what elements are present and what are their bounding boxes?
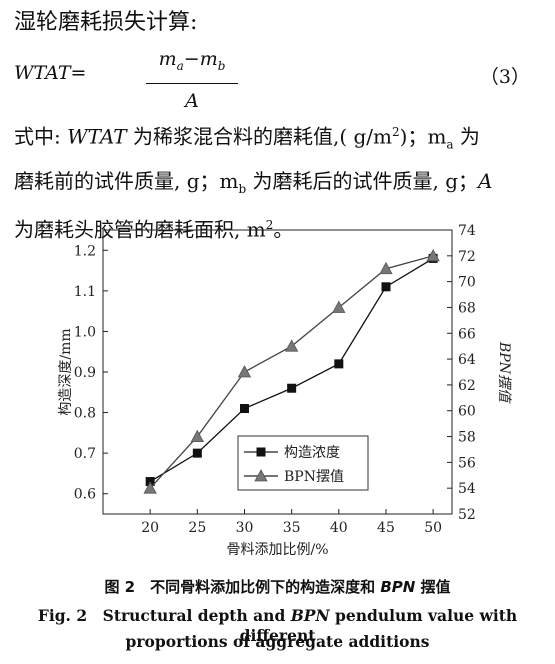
data-point-triangle xyxy=(143,481,157,494)
y-right-tick-label: 62 xyxy=(458,378,476,394)
y-left-tick-label: 0.8 xyxy=(74,406,96,422)
y-right-tick-label: 58 xyxy=(458,430,476,446)
equation-numerator: ma−mb xyxy=(158,48,226,73)
data-point-triangle xyxy=(190,429,204,442)
caption-english-line-2: proportions of aggregate additions xyxy=(125,632,430,651)
legend-marker-square xyxy=(256,447,266,457)
data-point-square xyxy=(334,359,344,369)
fraction-bar xyxy=(146,82,238,84)
y-right-tick-label: 54 xyxy=(458,481,476,497)
x-tick-label: 35 xyxy=(283,520,301,536)
y-right-tick-label: 74 xyxy=(458,223,476,239)
y-left-tick-label: 1.0 xyxy=(74,324,96,340)
y-left-tick-label: 1.1 xyxy=(74,284,96,300)
equation-denominator: A xyxy=(185,89,199,112)
data-point-triangle xyxy=(426,248,440,262)
caption-chinese: 图 2 不同骨料添加比例下的构造深度和 BPN 摆值 xyxy=(104,578,451,596)
y-right-tick-label: 56 xyxy=(458,455,476,471)
x-tick-label: 30 xyxy=(236,520,254,536)
x-tick-label: 50 xyxy=(424,520,442,536)
y-right-tick-label: 64 xyxy=(458,352,476,368)
y-right-tick-label: 52 xyxy=(458,507,476,523)
y-left-axis-label: 构造深度/mm xyxy=(58,328,74,415)
x-axis-label: 骨料添加比例/% xyxy=(226,542,328,558)
y-left-tick-label: 1.2 xyxy=(74,243,96,259)
equation-number: （3） xyxy=(479,66,530,88)
x-tick-label: 20 xyxy=(141,520,159,536)
para-line-3: 为磨耗头胶管的磨耗面积, m2。 xyxy=(14,217,294,242)
y-left-tick-label: 0.6 xyxy=(74,487,96,503)
equation: WTAT= ma−mb A （3） xyxy=(14,44,544,114)
data-point-square xyxy=(287,383,297,393)
x-tick-label: 25 xyxy=(188,520,206,536)
para-line-1: 式中: WTAT 为稀浆混合料的磨耗值,( g/m2)；ma 为 xyxy=(14,124,480,152)
y-left-tick-label: 0.9 xyxy=(74,365,96,381)
data-point-square xyxy=(239,404,249,414)
y-right-tick-label: 70 xyxy=(458,275,476,291)
y-right-tick-label: 60 xyxy=(458,404,476,420)
y-right-tick-label: 68 xyxy=(458,300,476,316)
line-chart: 20 25 30 35 40 45 50 0.6 0.7 0.8 0.9 1.0 1.1 1.2 52 54 5… xyxy=(58,223,512,558)
para-line-2: 磨耗前的试件质量, g；mb 为磨耗后的试件质量, g；A xyxy=(14,168,493,196)
x-tick-label: 40 xyxy=(330,520,348,536)
data-point-square xyxy=(381,282,391,292)
legend-label: 构造浓度 xyxy=(284,445,340,461)
equation-fraction: ma−mb A xyxy=(146,44,238,116)
data-point-triangle xyxy=(237,365,252,378)
y-left-tick-label: 0.7 xyxy=(74,446,96,462)
y-right-tick-label: 66 xyxy=(458,326,476,342)
equation-lhs: WTAT= xyxy=(14,62,87,84)
data-point-triangle xyxy=(379,261,393,275)
data-point-triangle xyxy=(284,339,299,352)
y-right-tick-label: 72 xyxy=(458,249,476,265)
legend-marker-triangle xyxy=(254,469,268,482)
x-tick-label: 45 xyxy=(377,520,395,536)
legend-label: BPN摆值 xyxy=(284,469,344,485)
caption-english-line-1: Fig. 2 Structural depth and BPN pendulum… xyxy=(37,606,518,645)
data-point-triangle xyxy=(332,300,346,313)
data-point-square xyxy=(192,448,202,458)
section-title: 湿轮磨耗损失计算: xyxy=(14,10,198,35)
y-right-axis-label: BPN摆值 xyxy=(496,341,512,404)
variable-definitions: 式中: WTAT 为稀浆混合料的磨耗值,( g/m2)；ma 为 磨耗前的试件质… xyxy=(14,114,544,247)
